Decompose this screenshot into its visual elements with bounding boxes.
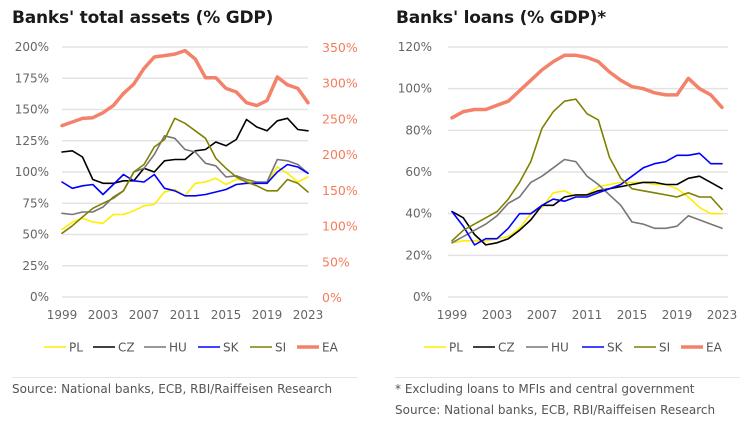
y-tick-label: 40% [405, 207, 432, 221]
x-tick-label: 2011 [170, 308, 201, 322]
y-tick-label: 80% [405, 123, 432, 137]
chart-title-total-assets: Banks' total assets (% GDP) [12, 8, 274, 28]
x-tick-label: 2007 [129, 308, 160, 322]
x-tick-label: 2007 [527, 308, 558, 322]
y-right-tick-label: 100% [322, 219, 358, 234]
y-tick-label: 50% [22, 228, 49, 242]
series-line-si [451, 98, 723, 242]
legend-label-ea: EA [322, 341, 339, 355]
y-tick-label: 60% [405, 165, 432, 179]
y-right-tick-label: 50% [322, 254, 350, 269]
series-line-ea [60, 48, 310, 128]
y-tick-label: 100% [15, 165, 49, 179]
legend-label-cz: CZ [498, 341, 515, 355]
legend-label-pl: PL [449, 341, 463, 355]
series-line-hu [451, 158, 723, 244]
y-tick-label: 0% [30, 290, 49, 304]
y-right-tick-label: 250% [322, 111, 358, 126]
series-line-cz [451, 175, 723, 246]
x-tick-label: 2019 [252, 308, 283, 322]
y-tick-label: 175% [15, 71, 49, 85]
legend-label-hu: HU [551, 341, 569, 355]
legend-label-cz: CZ [118, 341, 135, 355]
source-note-left: Source: National banks, ECB, RBI/Raiffei… [12, 382, 333, 396]
chart-title-loans: Banks' loans (% GDP)* [396, 8, 606, 28]
x-tick-label: 1999 [47, 308, 78, 322]
x-tick-label: 1999 [437, 308, 468, 322]
y-tick-label: 0% [413, 290, 432, 304]
divider-right [395, 377, 740, 378]
y-tick-label: 120% [398, 40, 432, 54]
series-line-hu [61, 135, 309, 216]
x-tick-label: 2023 [293, 308, 324, 322]
y-tick-label: 200% [15, 40, 49, 54]
x-tick-label: 2015 [211, 308, 242, 322]
series-line-pl [61, 166, 309, 231]
series-line-cz [61, 117, 309, 185]
source-note-right: Source: National banks, ECB, RBI/Raiffei… [395, 403, 716, 417]
y-tick-label: 125% [15, 134, 49, 148]
series-line-sk [61, 163, 309, 197]
legend-label-si: SI [659, 341, 670, 355]
legend-label-sk: SK [223, 341, 240, 355]
divider-left [12, 377, 358, 378]
legend-label-hu: HU [169, 341, 187, 355]
y-right-tick-label: 200% [322, 147, 358, 162]
legend-label-si: SI [275, 341, 286, 355]
series-line-ea [450, 53, 724, 120]
series-line-si [61, 117, 309, 235]
series-line-sk [451, 152, 723, 246]
y-tick-label: 75% [22, 196, 49, 210]
y-right-tick-label: 300% [322, 76, 358, 91]
y-tick-label: 100% [398, 82, 432, 96]
y-right-tick-label: 0% [322, 290, 342, 305]
x-tick-label: 2023 [707, 308, 738, 322]
y-right-tick-label: 150% [322, 183, 358, 198]
x-tick-label: 2015 [617, 308, 648, 322]
y-tick-label: 25% [22, 259, 49, 273]
legend-label-pl: PL [69, 341, 83, 355]
footnote-right: * Excluding loans to MFIs and central go… [395, 382, 695, 396]
x-tick-label: 2003 [88, 308, 119, 322]
series-line-pl [451, 181, 723, 244]
y-tick-label: 20% [405, 248, 432, 262]
x-tick-label: 2003 [482, 308, 513, 322]
legend-label-sk: SK [607, 341, 624, 355]
x-tick-label: 2019 [662, 308, 693, 322]
legend-label-ea: EA [706, 341, 723, 355]
y-right-tick-label: 350% [322, 40, 358, 55]
x-tick-label: 2011 [572, 308, 603, 322]
y-tick-label: 150% [15, 103, 49, 117]
